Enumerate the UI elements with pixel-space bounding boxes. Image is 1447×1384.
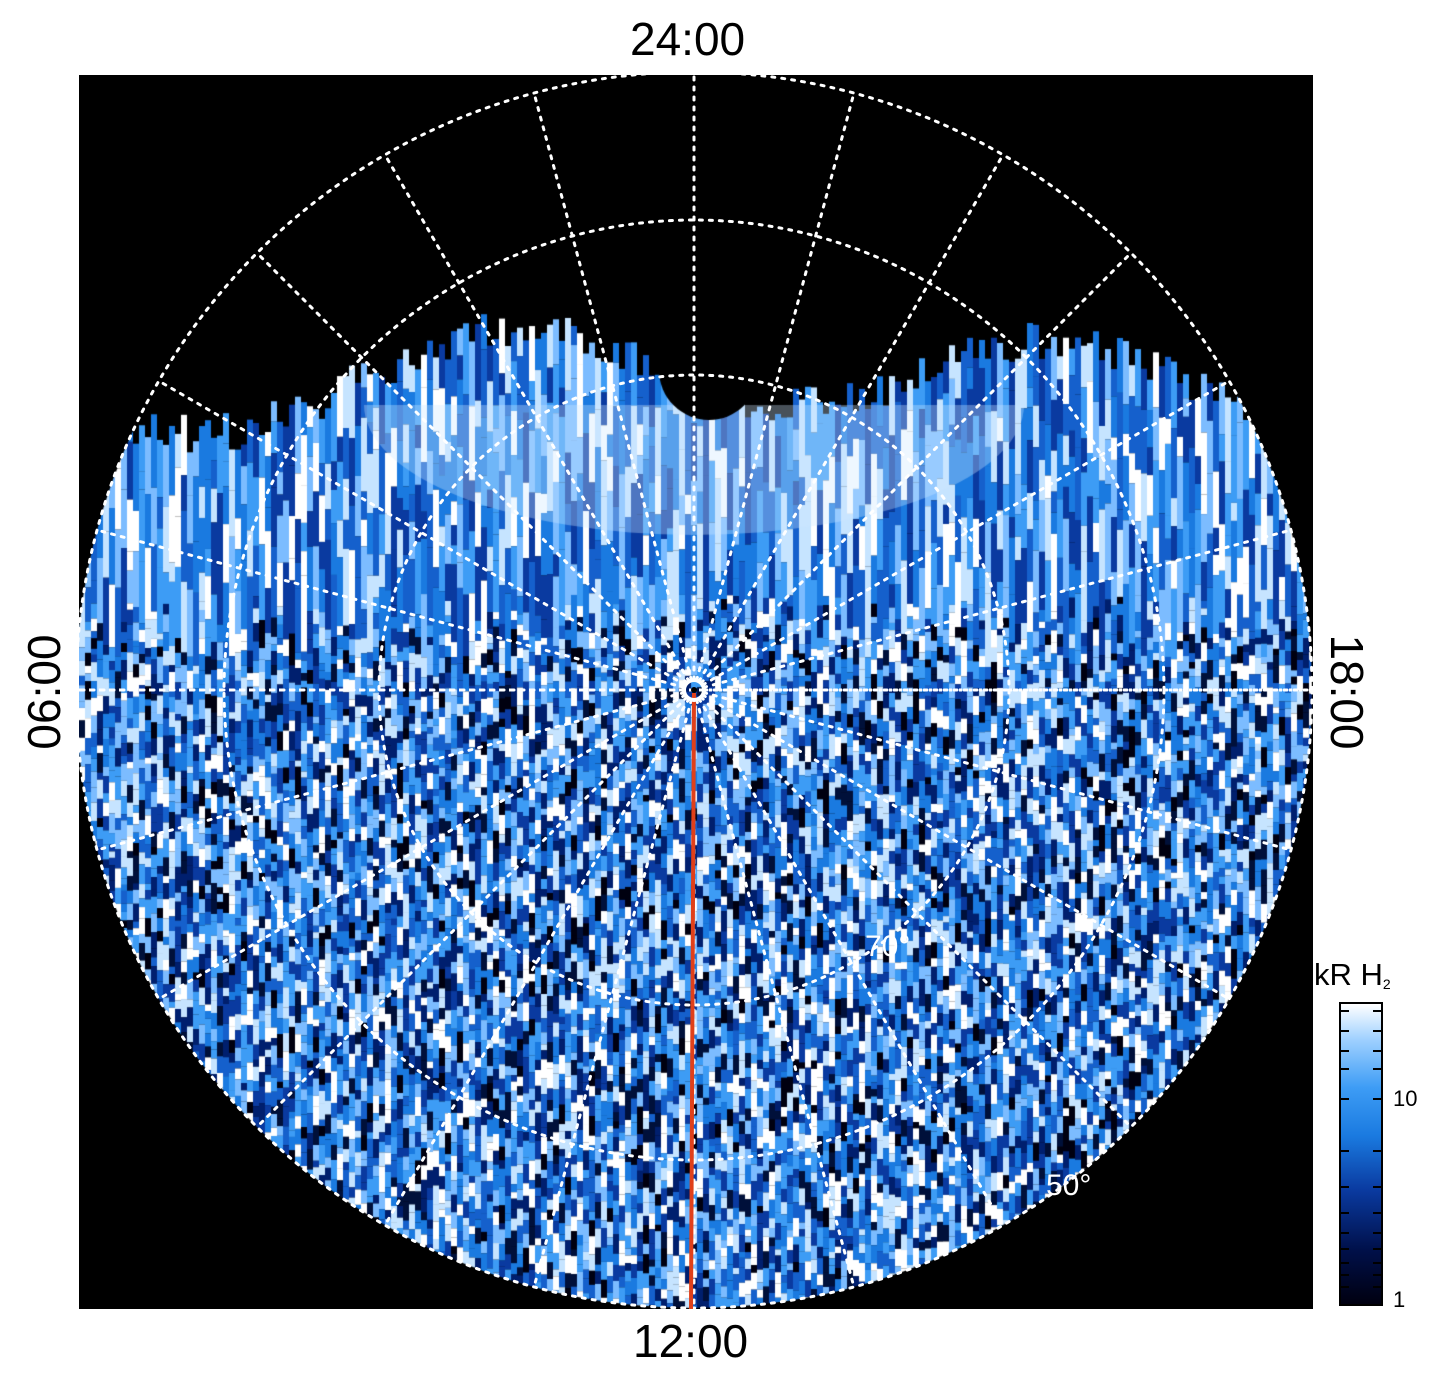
- meridian-line: [383, 153, 691, 683]
- colorbar-minor-tick: [1341, 1274, 1349, 1276]
- meridian-line: [695, 91, 856, 682]
- local-time-label-18: 18:00: [1321, 634, 1373, 750]
- colorbar-title-subscript: 2: [1382, 976, 1391, 992]
- colorbar-tick-10: 10: [1393, 1086, 1418, 1111]
- colorbar-minor-tick: [1341, 1286, 1349, 1288]
- colorbar-minor-tick: [1341, 1098, 1349, 1100]
- colorbar-minor-tick: [1341, 1068, 1349, 1070]
- colorbar-minor-tick: [1373, 1286, 1381, 1288]
- meridian-line: [702, 528, 1293, 689]
- colorbar-minor-tick: [1341, 1262, 1349, 1264]
- colorbar-minor-tick: [1341, 1248, 1349, 1250]
- colorbar-minor-tick: [1373, 1030, 1381, 1032]
- meridian-line: [532, 91, 693, 682]
- meridian-line: [95, 528, 686, 689]
- meridian-line: [697, 153, 1005, 683]
- meridian-line: [701, 379, 1231, 687]
- colorbar-minor-tick: [1373, 1232, 1381, 1234]
- pole-marker-icon: [682, 678, 706, 702]
- meridian-line: [697, 697, 1005, 1227]
- colorbar-minor-tick: [1341, 1050, 1349, 1052]
- colorbar-minor-tick: [1341, 1186, 1349, 1188]
- meridian-line: [701, 693, 1231, 1001]
- colorbar-minor-tick: [1373, 1010, 1381, 1012]
- meridian-line: [157, 379, 687, 687]
- colorbar-minor-tick: [1341, 1010, 1349, 1012]
- meridian-line: [255, 251, 689, 685]
- colorbar-minor-tick: [1373, 1248, 1381, 1250]
- colorbar-tick-1: 1: [1393, 1287, 1406, 1312]
- polar-projection-image: 70° 50°: [79, 75, 1313, 1309]
- colorbar-minor-tick: [1373, 1212, 1381, 1214]
- colorbar-minor-tick: [1373, 1262, 1381, 1264]
- meridian-line: [95, 691, 686, 852]
- colorbar-title: kR H2: [1314, 957, 1391, 993]
- colorbar-minor-tick: [1341, 1030, 1349, 1032]
- meridian-line: [695, 698, 856, 1289]
- meridian-line: [157, 693, 687, 1001]
- colorbar-minor-tick: [1341, 1212, 1349, 1214]
- colorbar-minor-tick: [1373, 1068, 1381, 1070]
- colorbar-minor-tick: [1341, 1150, 1349, 1152]
- colorbar-title-text: kR H: [1314, 957, 1383, 992]
- colorbar-minor-tick: [1373, 1150, 1381, 1152]
- local-time-label-12: 12:00: [633, 1315, 749, 1367]
- pole-center: [691, 687, 697, 693]
- local-time-label-06: 06:00: [18, 634, 70, 750]
- colorbar-minor-tick: [1373, 1098, 1381, 1100]
- meridian-line: [699, 695, 1133, 1129]
- latitude-label-50: 50°: [1046, 1169, 1092, 1202]
- meridian-line: [699, 251, 1133, 685]
- colorbar-minor-tick: [1373, 1186, 1381, 1188]
- colorbar-minor-tick: [1341, 1232, 1349, 1234]
- meridian-line: [383, 697, 691, 1227]
- polar-grid: [79, 75, 1313, 1309]
- latitude-label-70: 70°: [865, 930, 911, 963]
- meridian-line: [255, 695, 689, 1129]
- colorbar-minor-tick: [1373, 1050, 1381, 1052]
- colorbar: [1339, 1002, 1383, 1306]
- meridian-line: [532, 698, 693, 1289]
- noon-meridian-line: [689, 692, 696, 1309]
- meridian-line: [702, 691, 1293, 852]
- colorbar-minor-tick: [1373, 1274, 1381, 1276]
- local-time-label-24: 24:00: [630, 13, 746, 65]
